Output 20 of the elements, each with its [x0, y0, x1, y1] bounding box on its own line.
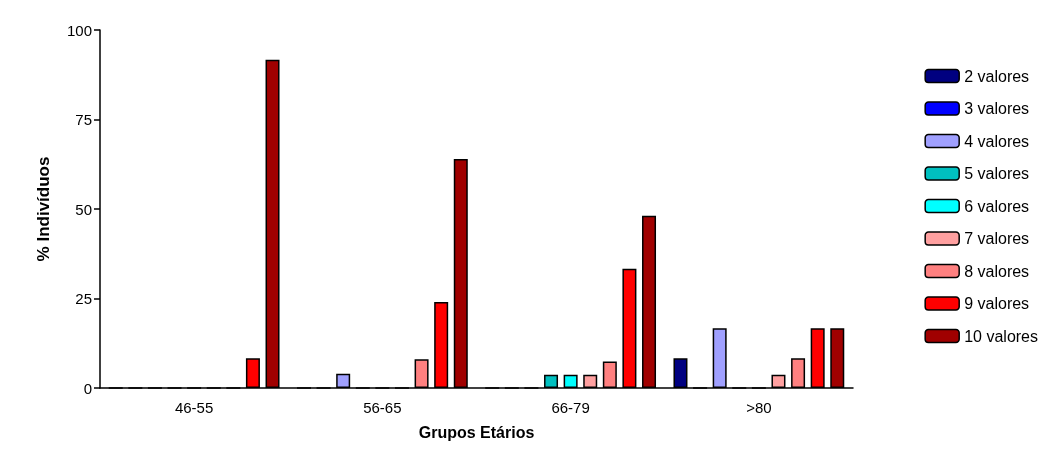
- y-axis-title: % Indivíduos: [34, 156, 53, 262]
- y-tick-label: 50: [75, 200, 92, 218]
- x-tick-label: 66-79: [551, 399, 590, 416]
- legend-label: 5 valores: [964, 165, 1030, 182]
- x-tick-label: >80: [746, 399, 772, 416]
- y-tick-label: 25: [75, 290, 92, 307]
- legend-label: 2 valores: [964, 67, 1030, 85]
- x-axis-title: Grupos Etários: [418, 423, 535, 441]
- legend-label: 9 valores: [964, 295, 1030, 312]
- legend-label: 3 valores: [964, 100, 1030, 117]
- y-tick-label: 75: [75, 111, 92, 128]
- legend-label: 4 valores: [964, 132, 1030, 150]
- legend-label: 10 valores: [964, 327, 1039, 345]
- legend-label: 8 valores: [964, 262, 1030, 280]
- legend-label: 6 valores: [964, 197, 1030, 215]
- x-tick-label: 46-55: [174, 399, 214, 416]
- y-tick-label: 0: [83, 379, 92, 397]
- legend-label: 7 valores: [964, 230, 1030, 247]
- x-tick-label: 56-65: [363, 399, 402, 416]
- y-tick-label: 100: [66, 21, 92, 39]
